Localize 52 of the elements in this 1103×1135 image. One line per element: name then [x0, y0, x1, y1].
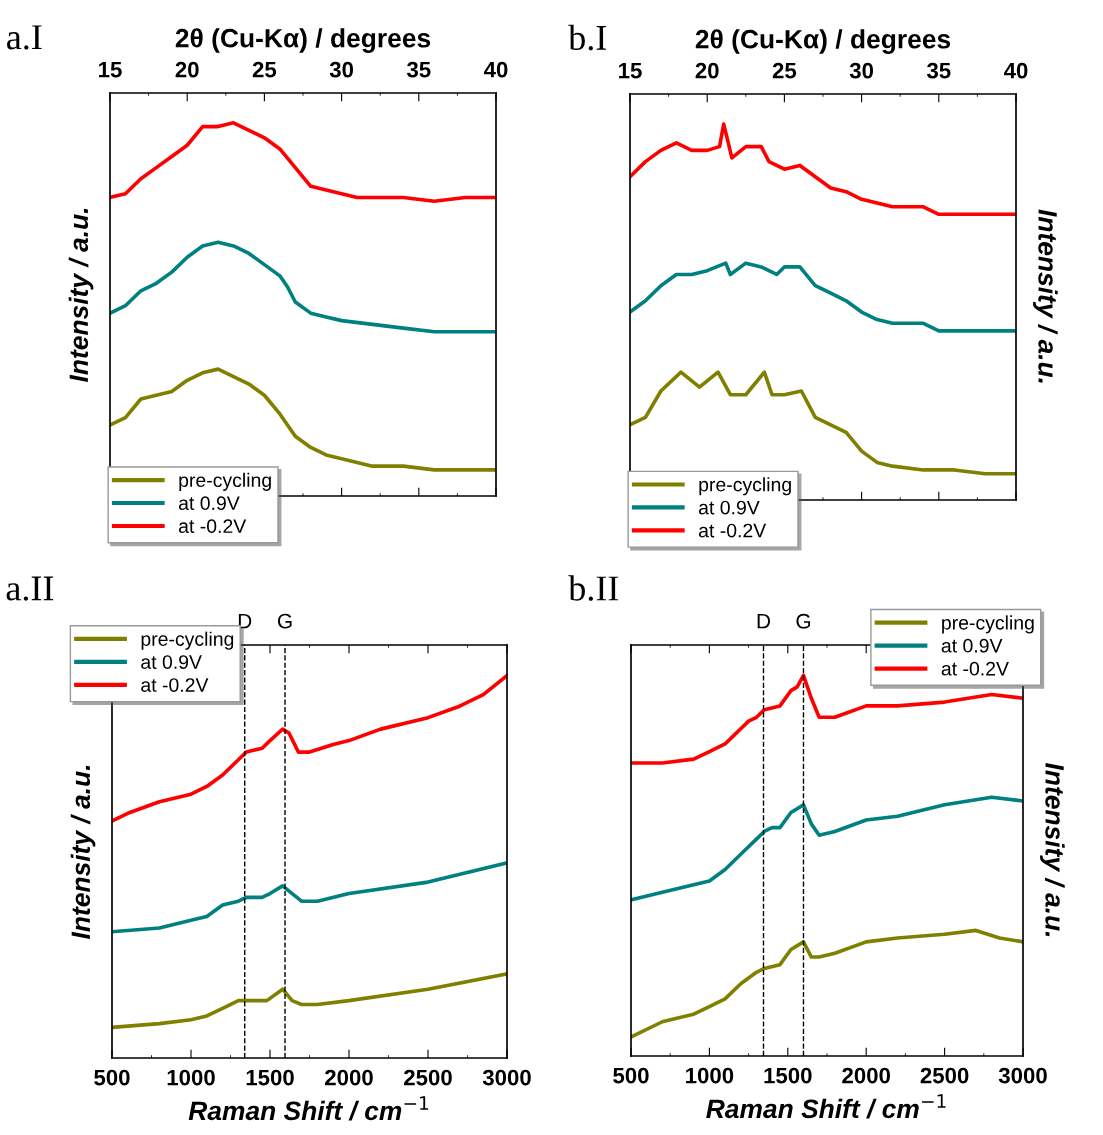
y-axis-title: Intensity / a.u. [1040, 762, 1065, 937]
x-axis-title: Raman Shift / cm$^{−1}$ [188, 1096, 429, 1121]
chart-title: a.II [6, 576, 54, 601]
y-axis-title: Intensity / a.u. [70, 765, 96, 940]
x-tick-label: 35 [406, 61, 431, 78]
legend-label: at 0.9V [178, 496, 240, 511]
legend-label: pre-cycling [179, 472, 271, 491]
legend-label: at 0.9V [941, 638, 1003, 653]
x-tick-label: 35 [926, 62, 951, 79]
legend-label: pre-cycling [699, 477, 791, 496]
x-tick-label: 30 [329, 61, 354, 78]
x-tick-label: 15 [99, 61, 122, 78]
x-tick-label: 3000 [998, 1067, 1047, 1084]
x-tick-label: 40 [1003, 62, 1028, 79]
legend-label: at -0.2V [941, 661, 1009, 676]
chart-title: a.I [7, 25, 42, 50]
x-axis-title: 2θ (Cu-Kα) / degrees [695, 29, 951, 54]
x-axis-title: Raman Shift / cm$^{−1}$ [706, 1094, 946, 1119]
legend-label: at 0.9V [698, 500, 760, 515]
legend-label: at -0.2V [178, 519, 247, 534]
x-tick-label: 1000 [686, 1067, 734, 1084]
ref-line-label: G [277, 613, 292, 629]
legend-label: at -0.2V [698, 523, 767, 538]
x-tick-label: 3000 [482, 1069, 531, 1086]
x-tick-label: 20 [695, 62, 719, 79]
ref-line-label: D [757, 614, 771, 629]
ref-line-label: G [796, 613, 811, 629]
chart-title: b.I [568, 24, 607, 51]
x-tick-label: 2000 [325, 1069, 373, 1086]
x-tick-label: 2000 [842, 1067, 891, 1084]
legend-label: pre-cycling [141, 631, 234, 650]
x-tick-label: 500 [94, 1069, 130, 1086]
legend-label: at 0.9V [141, 655, 202, 669]
legend-label: at -0.2V [141, 678, 209, 692]
y-axis-title: Intensity / a.u. [1033, 209, 1058, 383]
x-tick-label: 20 [175, 61, 199, 78]
x-tick-label: 15 [619, 62, 642, 79]
x-tick-label: 1000 [167, 1069, 215, 1086]
legend-label: pre-cycling [942, 615, 1034, 634]
x-tick-label: 1500 [246, 1069, 294, 1086]
x-tick-label: 2500 [404, 1069, 452, 1086]
x-tick-label: 1500 [764, 1067, 812, 1084]
x-tick-label: 30 [849, 62, 874, 79]
chart-title: b.II [568, 575, 619, 601]
x-tick-label: 2500 [920, 1067, 969, 1084]
x-tick-label: 25 [252, 61, 277, 78]
x-axis-title: 2θ (Cu-Kα) / degrees [175, 28, 431, 53]
x-tick-label: 40 [483, 61, 508, 78]
x-tick-label: 25 [772, 62, 797, 79]
y-axis-title: Intensity / a.u. [68, 208, 94, 383]
ref-line-label: D [238, 613, 252, 629]
x-tick-label: 500 [613, 1067, 649, 1084]
